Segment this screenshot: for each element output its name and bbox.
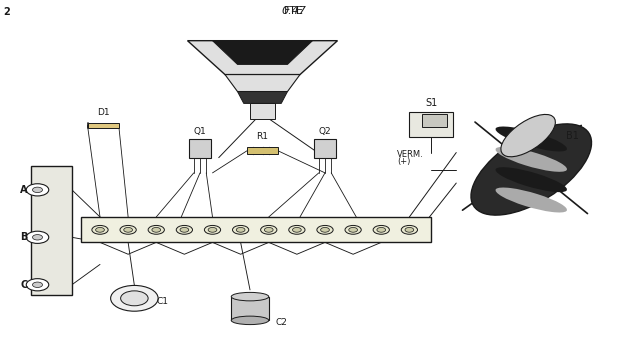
Bar	[231, 297, 269, 320]
Circle shape	[377, 227, 386, 232]
Polygon shape	[188, 41, 338, 75]
Bar	[250, 103, 275, 119]
Circle shape	[264, 227, 273, 232]
Ellipse shape	[471, 124, 591, 215]
Circle shape	[111, 285, 158, 311]
Text: Q1: Q1	[194, 126, 206, 136]
Circle shape	[121, 291, 148, 306]
Text: C: C	[20, 280, 28, 290]
Circle shape	[176, 225, 192, 234]
Circle shape	[373, 225, 389, 234]
Circle shape	[120, 225, 136, 234]
Circle shape	[26, 184, 49, 196]
Bar	[314, 139, 336, 158]
Bar	[247, 147, 278, 154]
Circle shape	[345, 225, 361, 234]
Text: 0.47: 0.47	[281, 6, 306, 16]
Circle shape	[152, 227, 161, 232]
Ellipse shape	[496, 167, 567, 192]
Circle shape	[232, 225, 249, 234]
Circle shape	[401, 225, 418, 234]
Text: VERM.: VERM.	[397, 150, 424, 159]
Text: D1: D1	[97, 108, 109, 117]
Text: C1: C1	[156, 297, 168, 306]
Text: A: A	[20, 185, 28, 195]
Circle shape	[292, 227, 301, 232]
Circle shape	[32, 187, 43, 193]
Circle shape	[289, 225, 305, 234]
Polygon shape	[213, 41, 312, 64]
Circle shape	[317, 225, 333, 234]
Ellipse shape	[496, 126, 567, 152]
Circle shape	[92, 225, 108, 234]
Text: B: B	[20, 232, 28, 242]
Ellipse shape	[496, 187, 567, 213]
Circle shape	[321, 227, 329, 232]
Ellipse shape	[231, 292, 269, 301]
Circle shape	[204, 225, 221, 234]
Ellipse shape	[231, 316, 269, 325]
Bar	[81, 217, 431, 242]
Text: (+): (+)	[397, 157, 410, 165]
Text: FTE: FTE	[284, 6, 304, 16]
Text: 2: 2	[3, 7, 10, 17]
Circle shape	[405, 227, 414, 232]
Circle shape	[261, 225, 277, 234]
Circle shape	[32, 235, 43, 240]
Ellipse shape	[496, 147, 567, 172]
Bar	[31, 166, 72, 295]
Text: B1: B1	[566, 131, 579, 141]
Circle shape	[96, 227, 104, 232]
Circle shape	[208, 227, 217, 232]
Bar	[88, 123, 119, 128]
Circle shape	[349, 227, 358, 232]
Circle shape	[124, 227, 132, 232]
Circle shape	[180, 227, 189, 232]
Circle shape	[236, 227, 245, 232]
Polygon shape	[225, 75, 300, 92]
Text: C2: C2	[275, 318, 287, 326]
Bar	[189, 139, 211, 158]
Circle shape	[32, 282, 43, 287]
Ellipse shape	[501, 115, 556, 157]
Circle shape	[148, 225, 164, 234]
Bar	[409, 112, 453, 137]
Text: Q2: Q2	[319, 126, 331, 136]
Bar	[422, 114, 447, 127]
Text: S1: S1	[425, 99, 438, 108]
Circle shape	[26, 279, 49, 291]
Polygon shape	[238, 92, 288, 103]
Circle shape	[26, 231, 49, 243]
Text: R1: R1	[256, 132, 269, 141]
